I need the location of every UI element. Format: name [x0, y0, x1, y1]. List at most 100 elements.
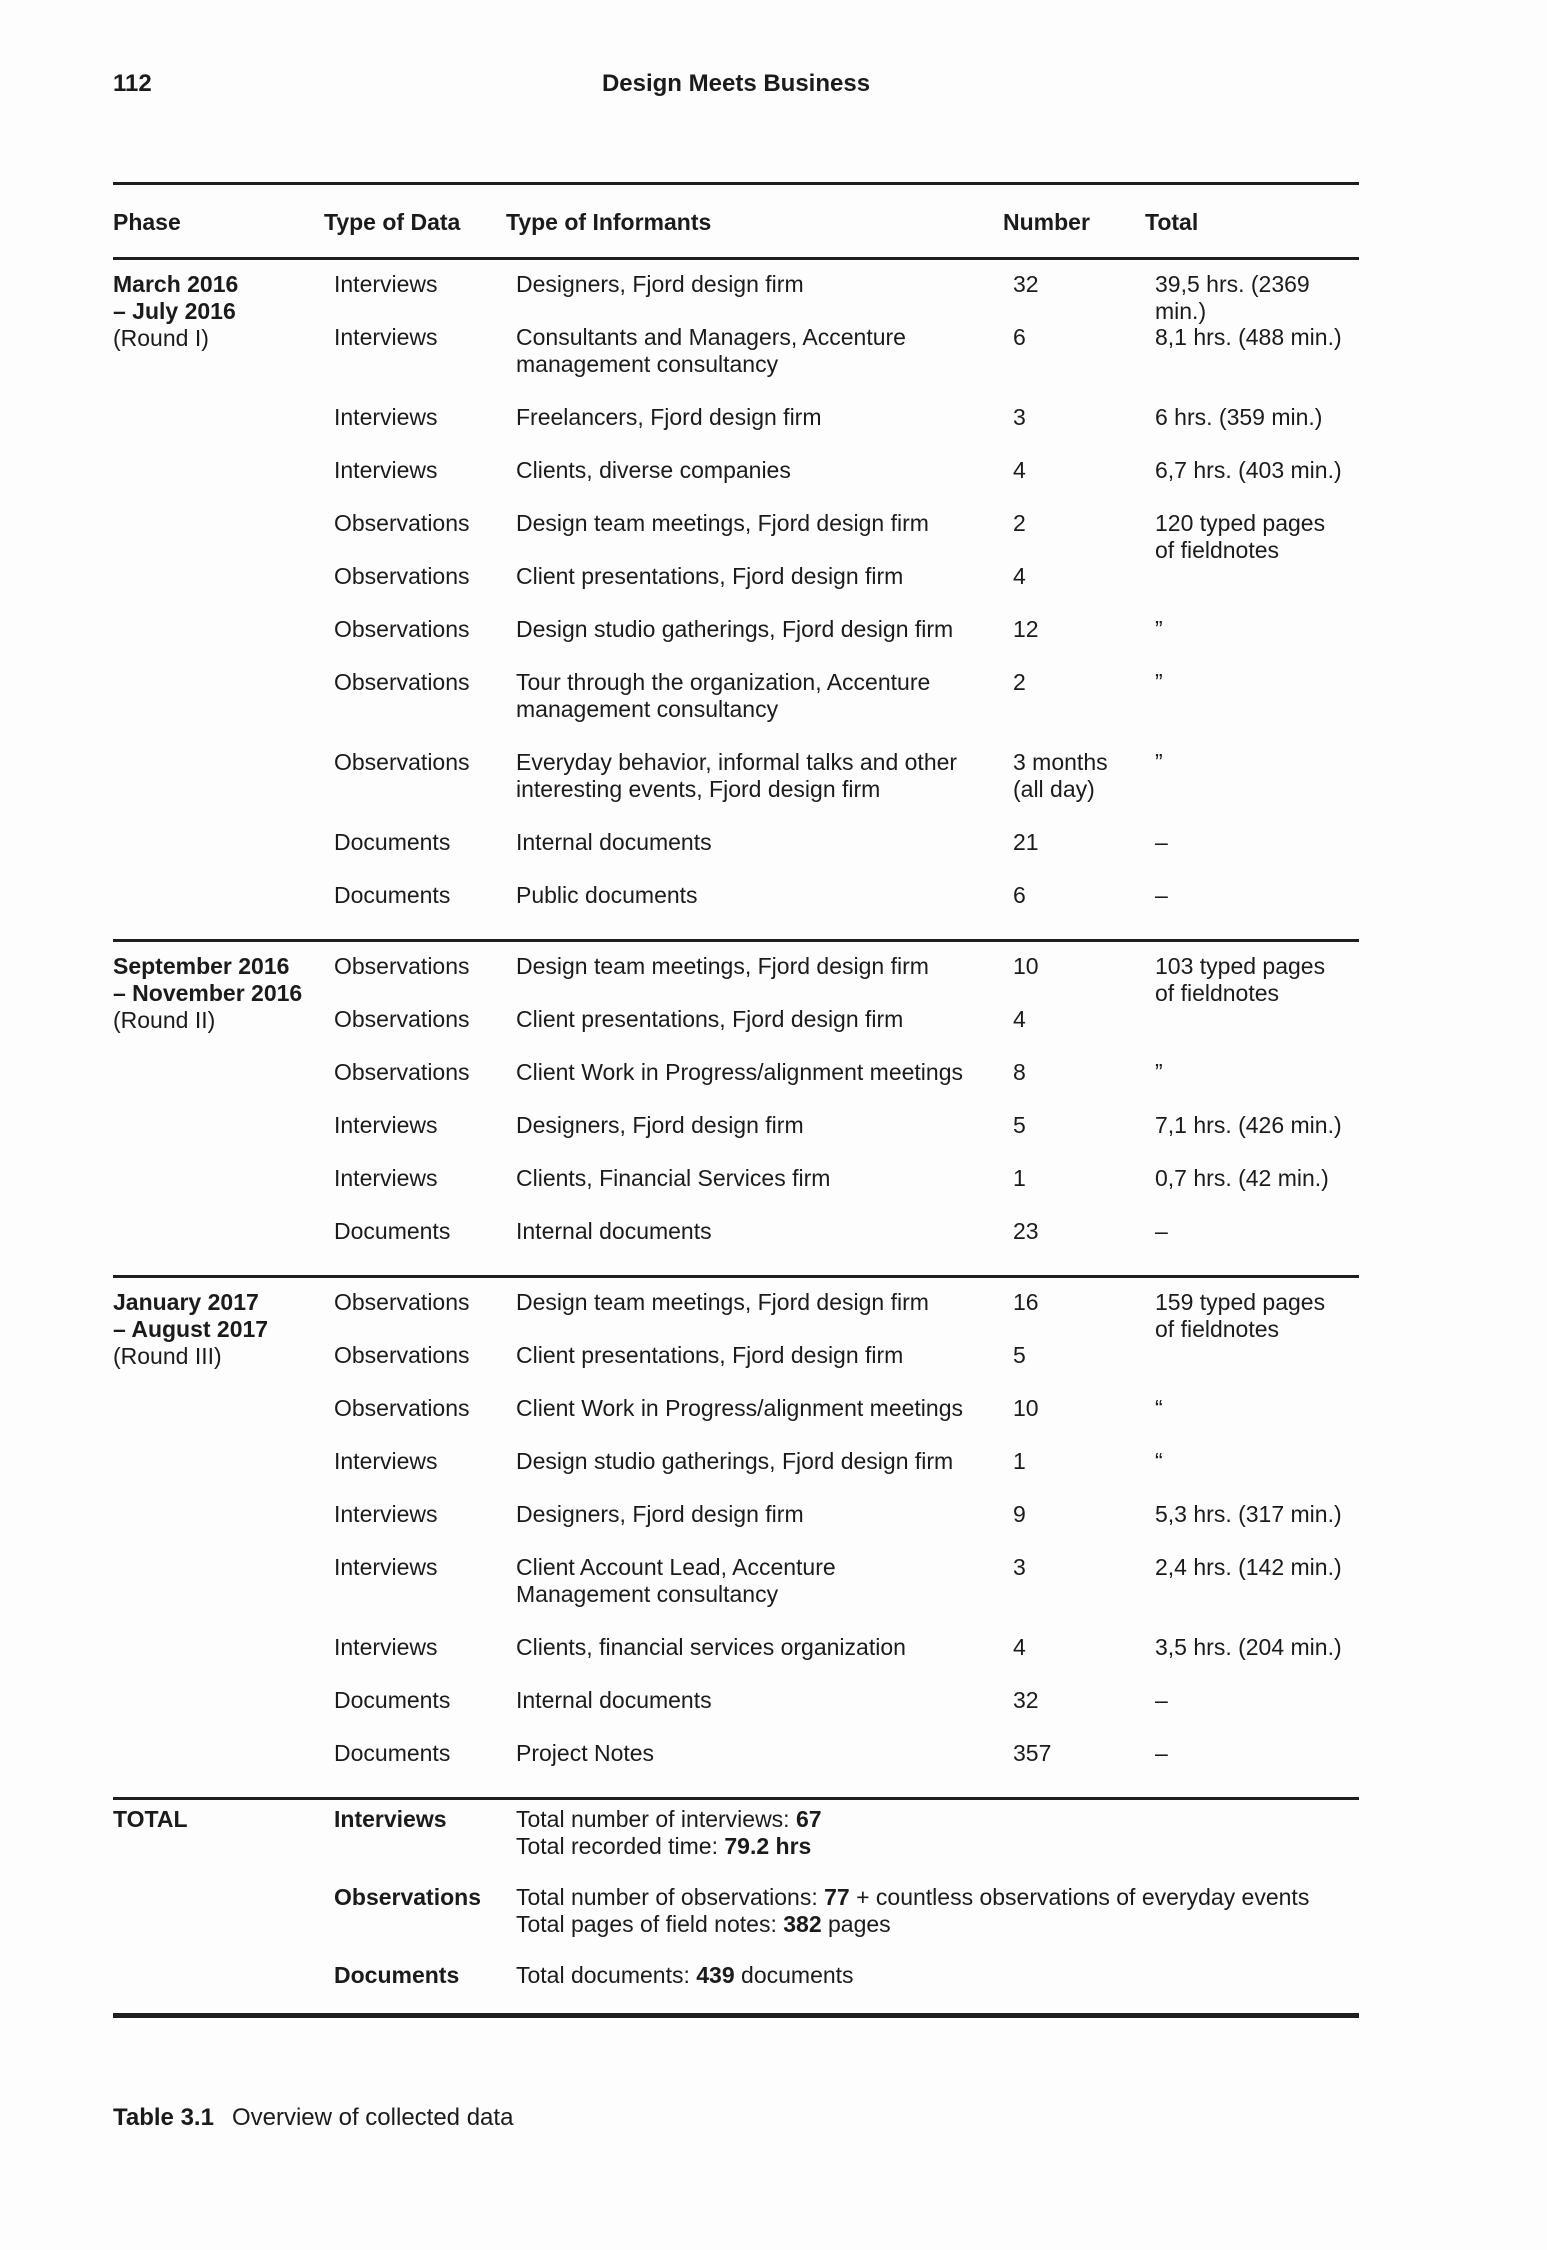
table-caption: Table 3.1 Overview of collected data: [113, 2104, 513, 2132]
running-head: 112 Design Meets Business: [113, 70, 1359, 98]
table-section: January 2017 – August 2017 (Round III) O…: [113, 1278, 1359, 1800]
phase-cell: September 2016 – November 2016 (Round II…: [113, 953, 334, 1271]
type-of-data-cell: Interviews: [334, 457, 438, 483]
type-of-data-cell: Documents: [334, 829, 451, 855]
informants-cell: Client Work in Progress/alignment meetin…: [516, 1059, 963, 1085]
total-cell: [1155, 1006, 1359, 1033]
number-cell: 32: [1013, 271, 1039, 297]
type-of-data-cell: Observations: [334, 1342, 470, 1368]
table-row: Documents Project Notes 357 –: [334, 1740, 1359, 1767]
total-cell: 2,4 hrs. (142 min.): [1155, 1554, 1342, 1580]
total-cell: ”: [1155, 616, 1163, 642]
table-section: September 2016 – November 2016 (Round II…: [113, 942, 1359, 1278]
type-of-data-cell: Observations: [334, 616, 470, 642]
type-of-data-cell: Interviews: [334, 1448, 438, 1474]
informants-cell: Design team meetings, Fjord design firm: [516, 953, 929, 979]
table-row: Documents Internal documents 32 –: [334, 1687, 1359, 1714]
number-cell: 21: [1013, 829, 1039, 855]
type-of-data-cell: Observations: [334, 1006, 470, 1032]
total-table-row: Documents Total documents: 439 documents: [334, 1962, 1359, 1989]
table-row: Observations Client presentations, Fjord…: [334, 1342, 1359, 1369]
total-cell: [1155, 1342, 1359, 1369]
number-cell: 1: [1013, 1165, 1026, 1191]
table-row: Observations Client Work in Progress/ali…: [334, 1395, 1359, 1422]
running-title: Design Meets Business: [601, 70, 871, 97]
table-row: Interviews Designers, Fjord design firm …: [334, 1501, 1359, 1528]
total-section: TOTAL Interviews Total number of intervi…: [113, 1800, 1359, 2018]
caption-label: Table 3.1: [113, 2104, 214, 2131]
table-row: Interviews Designers, Fjord design firm …: [334, 271, 1359, 324]
column-header-total: Total: [1145, 209, 1199, 235]
informants-cell: Designers, Fjord design firm: [516, 1501, 804, 1527]
total-cell: –: [1155, 882, 1168, 908]
page-number: 112: [113, 70, 152, 97]
informants-cell: Design team meetings, Fjord design firm: [516, 510, 929, 536]
informants-cell: Client presentations, Fjord design firm: [516, 1342, 904, 1368]
total-cell: 120 typed pages of fieldnotes: [1155, 510, 1326, 563]
phase-cell: March 2016 – July 2016 (Round I): [113, 271, 334, 935]
number-cell: 6: [1013, 324, 1026, 350]
informants-cell: Design team meetings, Fjord design firm: [516, 1289, 929, 1315]
phase-label: September 2016 – November 2016: [113, 953, 303, 1006]
data-table: Phase Type of Data Type of Informants Nu…: [113, 182, 1359, 2018]
number-cell: 4: [1013, 563, 1026, 589]
type-of-data-cell: Interviews: [334, 1501, 438, 1527]
table-row: Interviews Clients, Financial Services f…: [334, 1165, 1359, 1192]
total-table-row: Observations Total number of observation…: [334, 1884, 1359, 1938]
number-cell: 6: [1013, 882, 1026, 908]
table-row: Observations Client presentations, Fjord…: [334, 1006, 1359, 1033]
type-of-data-cell: Interviews: [334, 271, 438, 297]
informants-cell: Freelancers, Fjord design firm: [516, 404, 822, 430]
number-cell: 5: [1013, 1342, 1026, 1368]
type-of-data-cell: Documents: [334, 1218, 451, 1244]
section-rows: Observations Design team meetings, Fjord…: [334, 953, 1359, 1271]
total-cell: ”: [1155, 1059, 1163, 1085]
table-row: Observations Client Work in Progress/ali…: [334, 1059, 1359, 1086]
table-row: Observations Design studio gatherings, F…: [334, 616, 1359, 643]
informants-cell: Client Work in Progress/alignment meetin…: [516, 1395, 963, 1421]
caption-text: Overview of collected data: [231, 2104, 514, 2131]
table-section: March 2016 – July 2016 (Round I) Intervi…: [113, 260, 1359, 942]
table-body: March 2016 – July 2016 (Round I) Intervi…: [113, 260, 1359, 1800]
type-of-data-cell: Observations: [334, 1059, 470, 1085]
table-row: Documents Internal documents 21 –: [334, 829, 1359, 856]
informants-cell: Design studio gatherings, Fjord design f…: [516, 1448, 954, 1474]
informants-cell: Tour through the organization, Accenture…: [516, 669, 931, 722]
informants-cell: Design studio gatherings, Fjord design f…: [516, 616, 954, 642]
type-of-data-cell: Observations: [334, 669, 470, 695]
total-type-cell: Documents: [334, 1962, 460, 1988]
total-cell: –: [1155, 829, 1168, 855]
phase-cell: January 2017 – August 2017 (Round III): [113, 1289, 334, 1793]
total-cell: ”: [1155, 669, 1163, 695]
total-cell: [1155, 563, 1359, 590]
column-header-type-of-informants: Type of Informants: [506, 209, 712, 235]
total-cell: 7,1 hrs. (426 min.): [1155, 1112, 1342, 1138]
type-of-data-cell: Interviews: [334, 1554, 438, 1580]
informants-cell: Internal documents: [516, 829, 712, 855]
section-rows: Interviews Designers, Fjord design firm …: [334, 271, 1359, 935]
number-cell: 3: [1013, 1554, 1026, 1580]
table-row: Documents Internal documents 23 –: [334, 1218, 1359, 1245]
phase-label: January 2017 – August 2017: [113, 1289, 269, 1342]
informants-cell: Clients, diverse companies: [516, 457, 791, 483]
column-header-type-of-data: Type of Data: [324, 209, 461, 235]
table-row: Observations Design team meetings, Fjord…: [334, 953, 1359, 1006]
number-cell: 2: [1013, 669, 1026, 695]
number-cell: 4: [1013, 457, 1026, 483]
total-line: Total recorded time: 79.2 hrs: [516, 1833, 812, 1859]
total-label: TOTAL: [113, 1806, 188, 1832]
number-cell: 357: [1013, 1740, 1052, 1766]
number-cell: 10: [1013, 953, 1039, 979]
informants-cell: Clients, Financial Services firm: [516, 1165, 831, 1191]
total-content-cell: Total number of observations: 77 + count…: [516, 1884, 1359, 1938]
total-cell: ”: [1155, 749, 1163, 775]
type-of-data-cell: Observations: [334, 510, 470, 536]
informants-cell: Designers, Fjord design firm: [516, 1112, 804, 1138]
number-cell: 4: [1013, 1634, 1026, 1660]
total-cell: 159 typed pages of fieldnotes: [1155, 1289, 1326, 1342]
type-of-data-cell: Interviews: [334, 324, 438, 350]
table-row: Interviews Client Account Lead, Accentur…: [334, 1554, 1359, 1608]
total-line: Total documents: 439 documents: [516, 1962, 854, 1988]
number-cell: 23: [1013, 1218, 1039, 1244]
